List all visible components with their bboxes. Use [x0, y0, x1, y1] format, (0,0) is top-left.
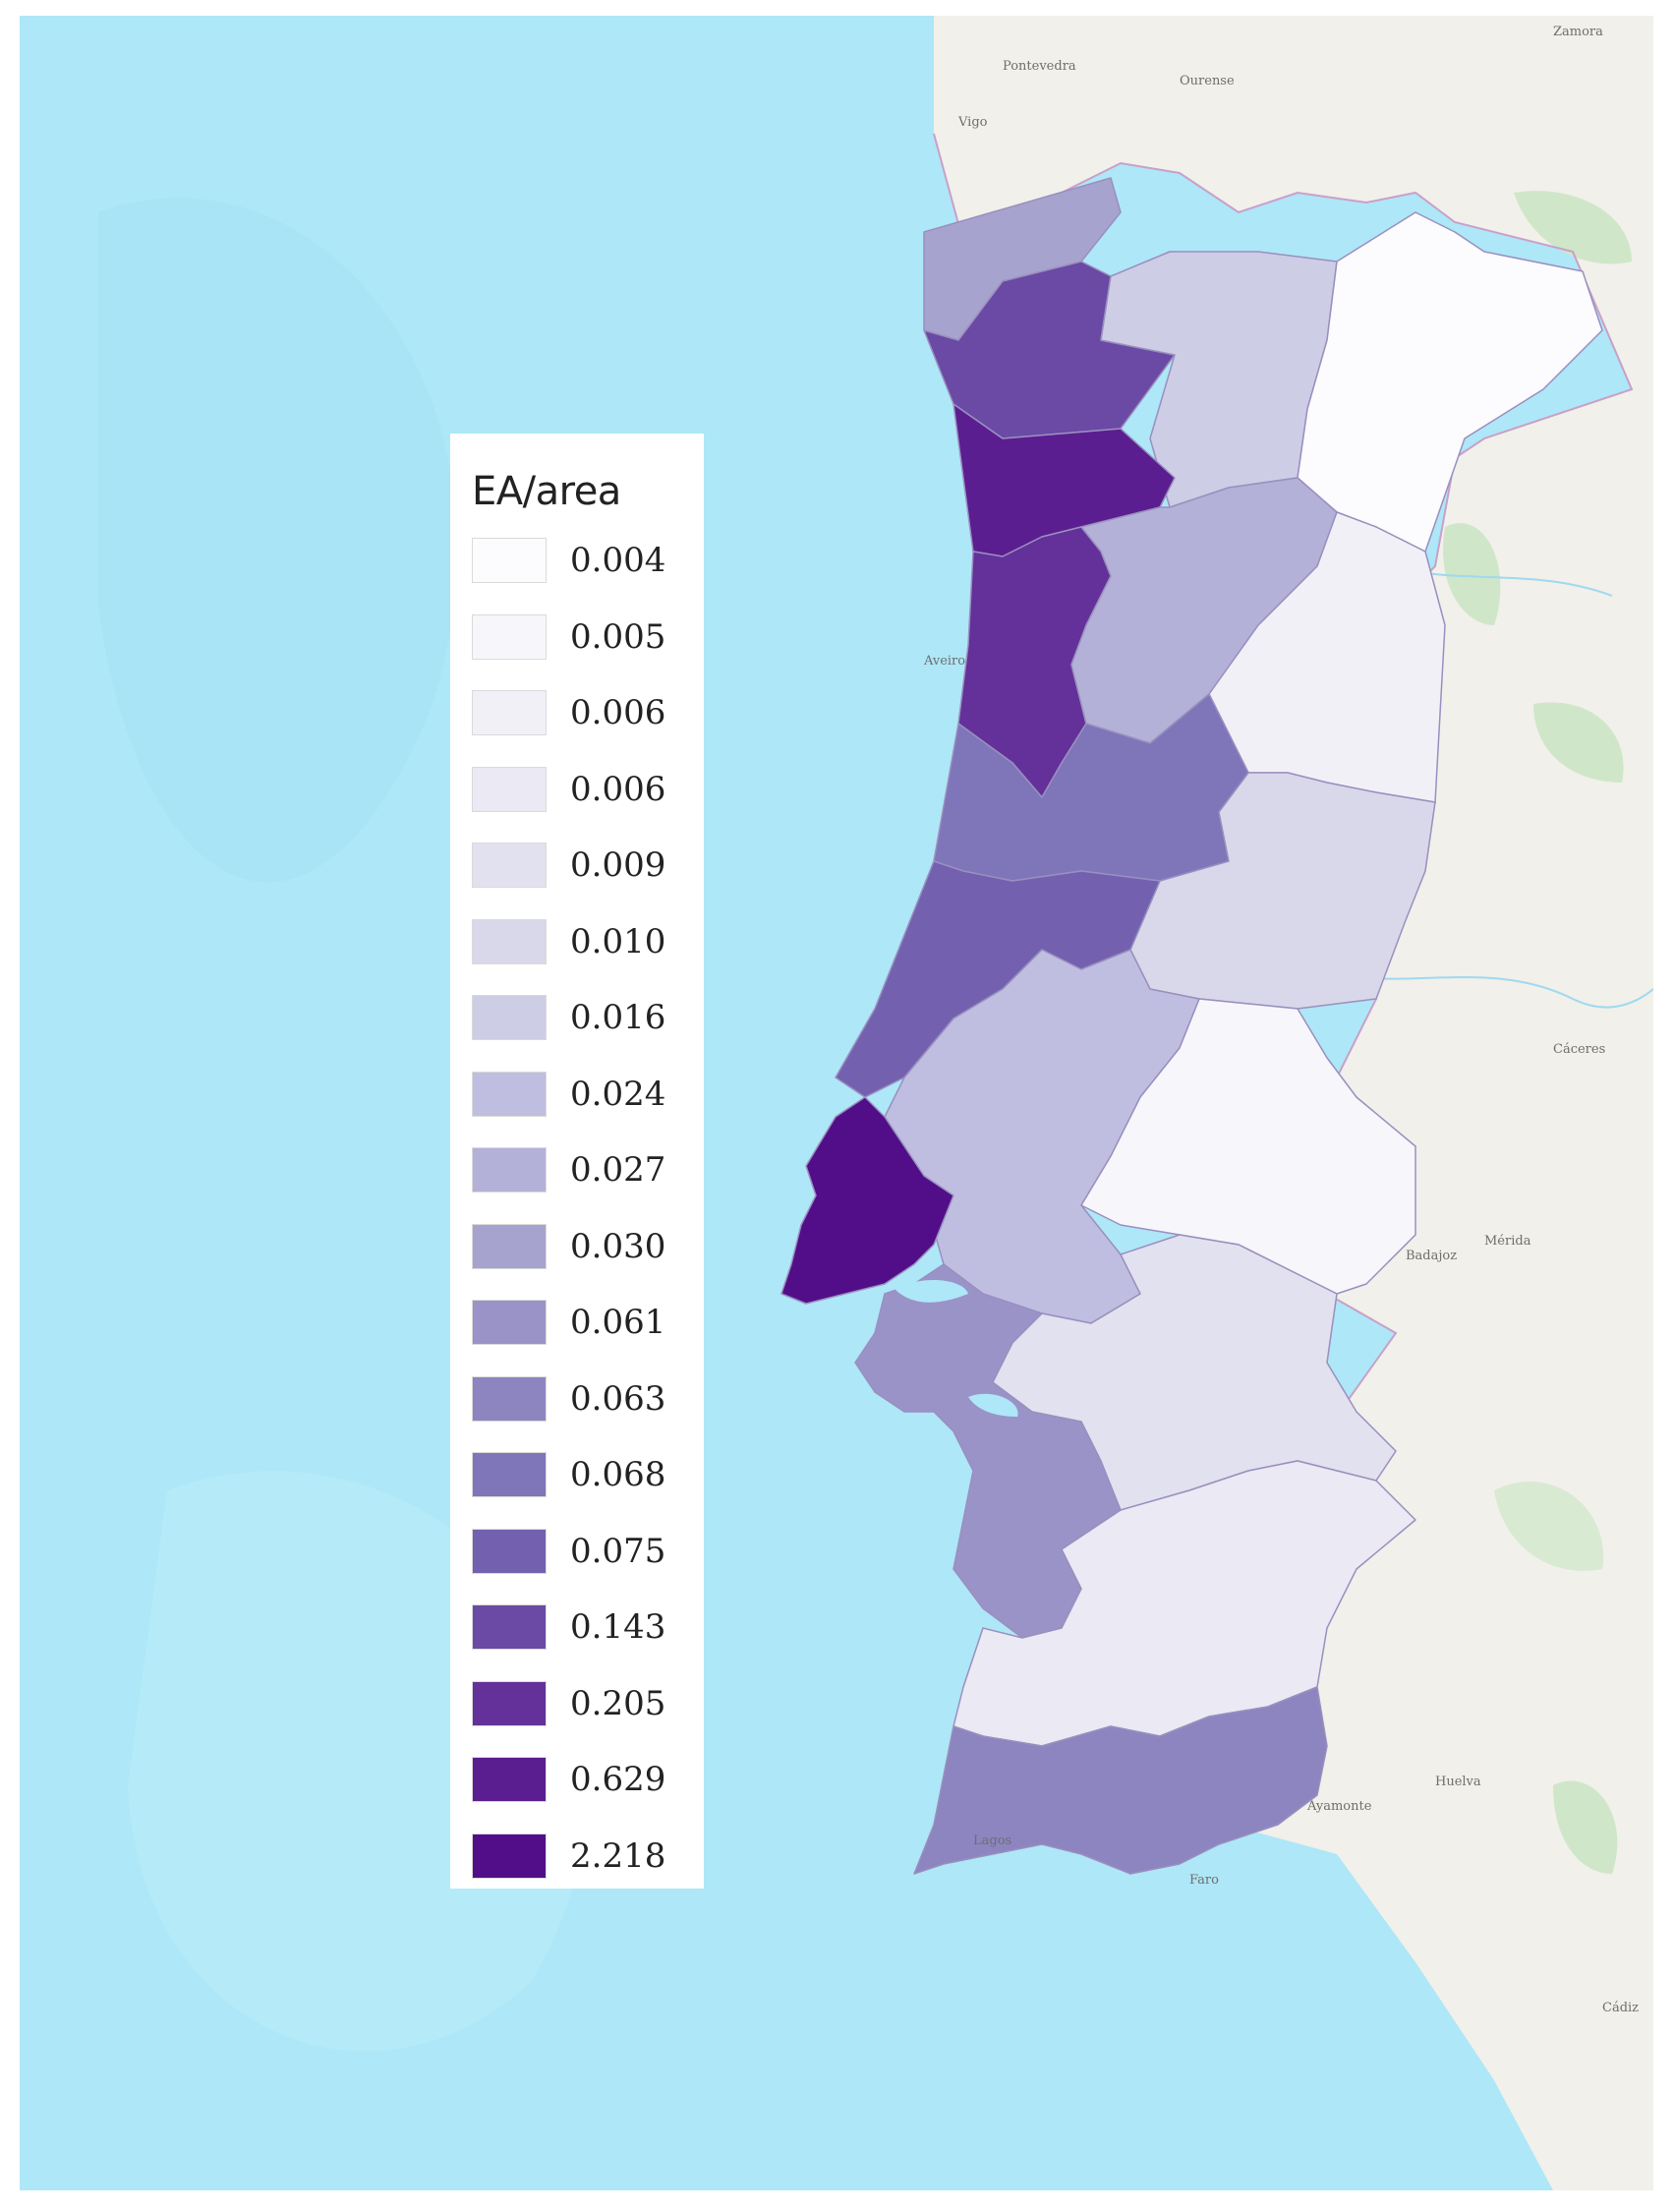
- legend-value: 0.075: [570, 1531, 666, 1571]
- legend-item: 2.218: [472, 1833, 704, 1910]
- legend-title: EA/area: [472, 469, 621, 514]
- legend-value: 0.063: [570, 1378, 666, 1419]
- place-labels: Pontevedra Ourense Vigo Zamora Cáceres M…: [923, 25, 1639, 2015]
- legend-swatch: [472, 843, 547, 888]
- region-layer: [780, 177, 1603, 1875]
- place-label: Aveiro: [923, 654, 965, 669]
- legend-swatch: [472, 918, 547, 964]
- place-label: Mérida: [1484, 1234, 1531, 1249]
- legend-value: 0.629: [570, 1760, 666, 1799]
- legend-item: 0.010: [472, 918, 704, 996]
- legend-value: 0.143: [570, 1607, 666, 1647]
- legend-item: 0.004: [472, 538, 704, 614]
- legend-item: 0.006: [472, 766, 704, 844]
- park-area: [1443, 523, 1501, 625]
- legend-item: 0.068: [472, 1452, 704, 1529]
- region-faro[interactable]: [913, 1686, 1328, 1875]
- legend-value: 0.024: [570, 1074, 666, 1114]
- legend-item: 0.027: [472, 1147, 704, 1224]
- place-label: Pontevedra: [1003, 59, 1076, 74]
- place-label: Faro: [1189, 1873, 1219, 1888]
- place-label: Cádiz: [1602, 2001, 1639, 2015]
- legend-swatch: [472, 766, 547, 812]
- legend-value: 0.061: [570, 1303, 666, 1342]
- legend-swatch: [472, 1833, 547, 1879]
- river: [1326, 973, 1653, 1009]
- place-label: Ayamonte: [1306, 1799, 1372, 1814]
- legend-value: 0.030: [570, 1226, 666, 1266]
- park-area: [1553, 1780, 1618, 1874]
- tagus-estuary: [895, 1279, 968, 1303]
- legend-value: 0.006: [570, 769, 666, 809]
- place-label: Lagos: [973, 1834, 1011, 1848]
- place-label: Huelva: [1435, 1775, 1481, 1789]
- legend-value: 0.004: [570, 541, 666, 580]
- region-lisboa[interactable]: [780, 1096, 954, 1305]
- legend-value: 0.006: [570, 693, 666, 732]
- legend-item: 0.016: [472, 995, 704, 1072]
- sado-estuary: [968, 1393, 1018, 1417]
- legend-value: 0.016: [570, 998, 666, 1037]
- legend-rows: 0.004 0.005 0.006 0.006 0.009 0.010 0.016 0.024…: [472, 538, 704, 1909]
- legend-item: 0.061: [472, 1300, 704, 1376]
- legend-value: 2.218: [570, 1835, 666, 1876]
- park-area: [1533, 702, 1624, 783]
- legend-swatch: [472, 1300, 547, 1345]
- region-castelo-branco[interactable]: [1129, 772, 1436, 1010]
- legend-swatch: [472, 1680, 547, 1726]
- legend-item: 0.005: [472, 613, 704, 691]
- legend-swatch: [472, 690, 547, 735]
- legend-value: 0.205: [570, 1683, 666, 1723]
- place-label: Ourense: [1180, 74, 1235, 88]
- legend-swatch: [472, 995, 547, 1040]
- place-label: Cáceres: [1553, 1042, 1605, 1057]
- park-area: [1494, 1482, 1604, 1571]
- legend-value: 0.009: [570, 845, 666, 885]
- legend-swatch: [472, 1223, 547, 1269]
- region-braganca[interactable]: [1297, 211, 1603, 553]
- place-label: Badajoz: [1406, 1249, 1457, 1263]
- legend-item: 0.006: [472, 690, 704, 767]
- legend-value: 0.010: [570, 921, 666, 961]
- legend-swatch: [472, 1452, 547, 1497]
- legend-swatch: [472, 538, 547, 583]
- park-area: [1514, 191, 1632, 264]
- place-label: Vigo: [957, 115, 988, 130]
- map-svg[interactable]: Pontevedra Ourense Vigo Zamora Cáceres M…: [20, 16, 1653, 2190]
- legend-swatch: [472, 613, 547, 660]
- legend-item: 0.024: [472, 1071, 704, 1148]
- legend-value: 0.068: [570, 1455, 666, 1494]
- sea-shade: [98, 198, 457, 883]
- legend-item: 0.030: [472, 1223, 704, 1301]
- legend-item: 0.143: [472, 1604, 704, 1681]
- place-label: Zamora: [1553, 25, 1603, 39]
- legend-value: 0.005: [570, 616, 666, 657]
- legend-swatch: [472, 1147, 547, 1193]
- legend-swatch: [472, 1375, 547, 1422]
- map-canvas[interactable]: Pontevedra Ourense Vigo Zamora Cáceres M…: [20, 16, 1653, 2190]
- legend-swatch: [472, 1757, 547, 1802]
- legend-item: 0.629: [472, 1757, 704, 1834]
- legend-item: 0.009: [472, 843, 704, 919]
- legend-swatch: [472, 1604, 547, 1650]
- legend-item: 0.205: [472, 1680, 704, 1758]
- map-legend: EA/area 0.004 0.005 0.006 0.006 0.009 0.010 0.…: [450, 434, 704, 1889]
- legend-value: 0.027: [570, 1150, 666, 1190]
- legend-item: 0.075: [472, 1528, 704, 1605]
- legend-item: 0.063: [472, 1375, 704, 1453]
- legend-swatch: [472, 1071, 547, 1117]
- legend-swatch: [472, 1528, 547, 1574]
